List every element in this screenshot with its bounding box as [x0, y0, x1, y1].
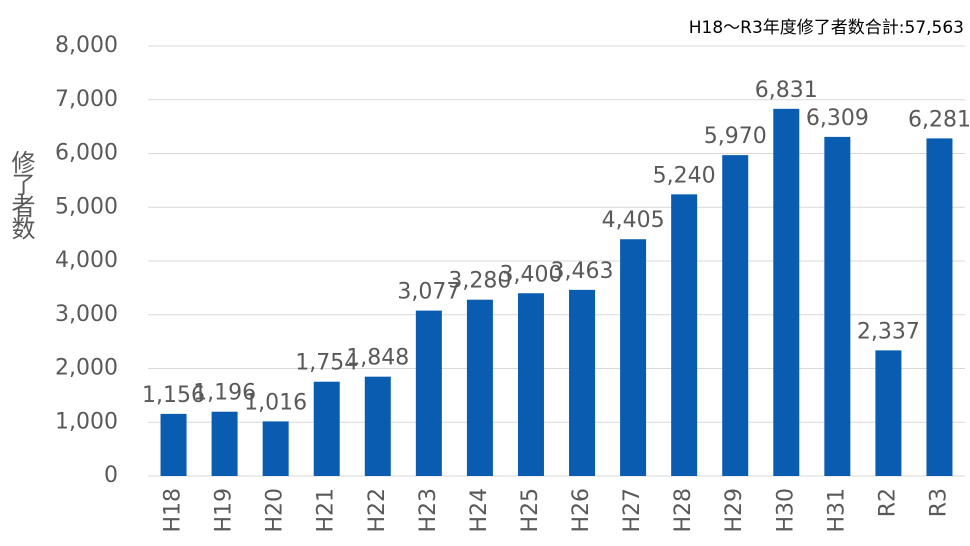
bar — [569, 289, 596, 476]
y-tick-label: 1,000 — [55, 409, 118, 434]
x-tick-label: H26 — [569, 488, 594, 533]
data-label: 1,196 — [193, 381, 256, 406]
y-tick-label: 4,000 — [55, 248, 118, 273]
y-tick-label: 2,000 — [55, 356, 118, 381]
x-tick-label: H23 — [416, 488, 441, 533]
x-tick-label: H27 — [620, 488, 645, 533]
x-tick-label: H25 — [518, 488, 543, 533]
data-label: 5,240 — [653, 163, 716, 188]
x-tick-label: H24 — [467, 488, 492, 533]
bar — [517, 293, 544, 476]
bar — [722, 155, 749, 477]
data-label: 3,077 — [397, 280, 460, 305]
data-label: 3,280 — [448, 269, 511, 294]
y-tick-label: 6,000 — [55, 141, 118, 166]
chart-title: H18〜R3年度修了者数合計:57,563 — [689, 18, 964, 38]
data-label: 3,400 — [499, 262, 562, 287]
bar — [211, 411, 238, 476]
x-tick-label: H22 — [365, 488, 390, 533]
data-label: 1,156 — [142, 383, 205, 408]
data-label: 4,405 — [602, 208, 665, 233]
data-label: 6,281 — [908, 107, 970, 132]
data-label: 3,463 — [551, 259, 614, 284]
y-tick-label: 0 — [104, 463, 118, 488]
bar — [364, 376, 391, 476]
x-tick-label: H28 — [671, 488, 696, 533]
x-tick-label: R3 — [926, 488, 951, 517]
x-tick-label: H30 — [773, 488, 798, 533]
x-tick-label: H21 — [314, 488, 339, 533]
bar — [313, 381, 340, 476]
data-label: 6,831 — [755, 78, 818, 103]
y-tick-label: 3,000 — [55, 302, 118, 327]
data-label: 6,309 — [806, 106, 869, 131]
bar — [671, 194, 698, 476]
data-label: 1,016 — [244, 390, 307, 415]
bar — [773, 108, 800, 477]
data-label: 5,970 — [704, 124, 767, 149]
bar — [160, 413, 187, 476]
x-tick-label: R2 — [875, 488, 900, 517]
y-tick-label: 8,000 — [55, 33, 118, 58]
x-tick-label: H19 — [212, 488, 237, 533]
bar — [466, 299, 493, 476]
bar — [262, 421, 289, 476]
bar — [620, 239, 647, 476]
bar — [415, 310, 442, 476]
bar — [824, 136, 851, 477]
x-tick-label: H20 — [263, 488, 288, 533]
data-label: 1,754 — [295, 351, 358, 376]
x-tick-label: H29 — [722, 488, 747, 533]
data-label: 1,848 — [346, 346, 409, 371]
y-tick-label: 5,000 — [55, 194, 118, 219]
data-label: 2,337 — [857, 319, 920, 344]
y-axis-label: 修了者数 — [7, 150, 35, 238]
x-tick-label: H31 — [824, 488, 849, 533]
y-tick-label: 7,000 — [55, 87, 118, 112]
bar — [926, 138, 953, 477]
x-tick-label: H18 — [161, 488, 186, 533]
bar — [875, 350, 902, 476]
